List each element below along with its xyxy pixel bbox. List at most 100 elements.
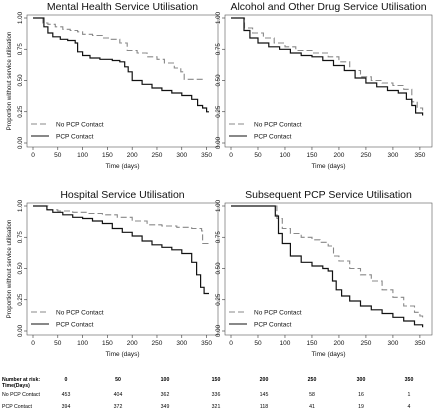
x-tick-label: 350 (201, 152, 212, 159)
risk-count: 1 (407, 392, 411, 398)
y-tick-label: 0.75 (17, 231, 24, 244)
risk-time-header: 100 (160, 377, 170, 383)
risk-time-header: 350 (404, 377, 414, 383)
series-line-no-pcp-contact (33, 17, 205, 80)
x-tick-label: 250 (361, 340, 372, 347)
chart-title: Alcohol and Other Drug Service Utilisati… (230, 1, 426, 13)
x-tick-label: 300 (387, 152, 398, 159)
risk-time-header: 150 (211, 377, 221, 383)
y-tick-label: 0.25 (215, 105, 222, 118)
plot-frame (26, 14, 219, 148)
risk-time-header: 250 (307, 377, 317, 383)
y-tick-label: 0.25 (17, 105, 24, 118)
x-tick-label: 50 (254, 340, 262, 347)
x-tick-label: 150 (307, 152, 318, 159)
x-tick-label: 200 (334, 340, 345, 347)
x-tick-label: 300 (387, 340, 398, 347)
y-tick-label: 0.00 (17, 324, 24, 337)
risk-header-line2: Time(Days) (2, 383, 30, 389)
series-line-no-pcp-contact (231, 17, 424, 111)
x-tick-label: 100 (77, 340, 88, 347)
legend-label: No PCP Contact (254, 121, 302, 128)
x-tick-label: 0 (229, 152, 233, 159)
x-tick-label: 250 (152, 340, 163, 347)
risk-count: 336 (211, 392, 221, 398)
x-tick-label: 50 (254, 152, 262, 159)
x-tick-label: 100 (77, 152, 88, 159)
risk-count: 404 (113, 392, 123, 398)
chart-title: Subsequent PCP Service Utilisation (245, 189, 412, 201)
legend-label: No PCP Contact (56, 309, 104, 316)
risk-count: 349 (160, 404, 170, 410)
risk-count: 362 (160, 392, 170, 398)
y-tick-label: 0.50 (17, 262, 24, 275)
y-tick-label: 1.00 (17, 199, 24, 212)
x-tick-label: 50 (54, 340, 62, 347)
risk-count: 41 (309, 404, 315, 410)
y-tick-label: 1.00 (215, 11, 222, 24)
risk-count: 19 (358, 404, 364, 410)
y-tick-label: 0.00 (215, 324, 222, 337)
risk-time-header: 50 (115, 377, 121, 383)
risk-row-label: No PCP Contact (2, 392, 40, 398)
y-tick-label: 1.00 (215, 199, 222, 212)
y-tick-label: 1.00 (17, 11, 24, 24)
x-axis-label: Time (days) (311, 351, 345, 358)
y-tick-label: 0.00 (215, 136, 222, 149)
x-tick-label: 0 (229, 340, 233, 347)
y-tick-label: 0.75 (17, 43, 24, 56)
x-axis-label: Time (days) (105, 351, 139, 358)
x-tick-label: 300 (176, 340, 187, 347)
x-tick-label: 350 (201, 340, 212, 347)
risk-count: 394 (61, 404, 71, 410)
number-at-risk-table: Number at risk: Time(Days) 0 50 100 150 … (0, 371, 440, 413)
legend-label: PCP Contact (56, 321, 94, 328)
x-tick-label: 100 (280, 152, 291, 159)
y-tick-label: 0.00 (17, 136, 24, 149)
x-tick-label: 300 (176, 152, 187, 159)
risk-time-header: 0 (64, 377, 68, 383)
risk-count: 321 (211, 404, 221, 410)
series-line-no-pcp-contact (231, 205, 424, 319)
x-tick-label: 100 (280, 340, 291, 347)
plot-frame (26, 202, 219, 336)
x-tick-label: 200 (127, 340, 138, 347)
legend-label: PCP Contact (56, 133, 94, 140)
y-tick-label: 0.50 (215, 262, 222, 275)
risk-count: 58 (309, 392, 315, 398)
plot-frame (224, 14, 433, 148)
risk-count: 145 (259, 392, 269, 398)
x-tick-label: 150 (102, 152, 113, 159)
x-axis-label: Time (days) (105, 163, 139, 170)
x-tick-label: 0 (31, 340, 35, 347)
x-tick-label: 200 (127, 152, 138, 159)
series-line-no-pcp-contact (33, 205, 209, 245)
risk-count: 4 (407, 404, 411, 410)
y-tick-label: 0.50 (17, 74, 24, 87)
y-tick-label: 0.75 (215, 43, 222, 56)
x-tick-label: 150 (307, 340, 318, 347)
x-tick-label: 0 (31, 152, 35, 159)
risk-count: 372 (113, 404, 123, 410)
x-tick-label: 200 (334, 152, 345, 159)
x-tick-label: 350 (414, 340, 425, 347)
risk-header-line1: Number at risk: (2, 377, 41, 383)
risk-row-label: PCP Contact (2, 404, 32, 410)
risk-time-header: 200 (259, 377, 269, 383)
x-axis-label: Time (days) (311, 163, 345, 170)
y-tick-label: 0.50 (215, 74, 222, 87)
risk-count: 453 (61, 392, 71, 398)
plot-frame (224, 202, 433, 336)
risk-time-header: 300 (356, 377, 366, 383)
y-tick-label: 0.75 (215, 231, 222, 244)
x-tick-label: 350 (414, 152, 425, 159)
x-tick-label: 250 (361, 152, 372, 159)
chart-title: Hospital Service Utilisation (60, 189, 184, 201)
legend-label: No PCP Contact (56, 121, 104, 128)
x-tick-label: 150 (102, 340, 113, 347)
y-tick-label: 0.25 (17, 293, 24, 306)
y-axis-label: Proportion without service utilisation (6, 219, 13, 318)
y-tick-label: 0.25 (215, 293, 222, 306)
series-line-pcp-contact (231, 205, 424, 328)
